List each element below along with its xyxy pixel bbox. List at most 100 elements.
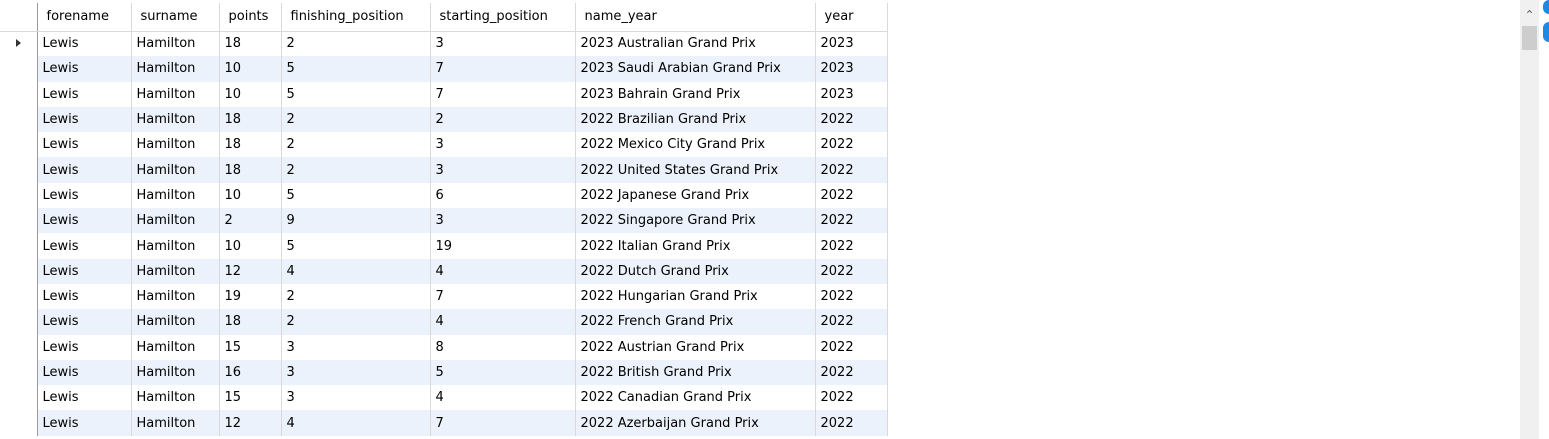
cell-finishing-position[interactable]: 4 [281, 258, 431, 284]
cell-forename[interactable]: Lewis [37, 283, 132, 310]
row-selector[interactable] [0, 31, 38, 57]
cell-name-year[interactable]: 2022 Canadian Grand Prix [575, 385, 816, 411]
cell-starting-position[interactable]: 19 [430, 233, 576, 259]
cell-forename[interactable]: Lewis [37, 56, 132, 82]
column-header-starting-position[interactable]: starting_position [430, 3, 576, 32]
cell-finishing-position[interactable]: 5 [281, 56, 431, 82]
cell-forename[interactable]: Lewis [37, 81, 132, 107]
cell-starting-position[interactable]: 4 [430, 258, 576, 284]
row-selector[interactable] [0, 56, 38, 82]
cell-finishing-position[interactable]: 5 [281, 81, 431, 107]
cell-starting-position[interactable]: 7 [430, 410, 576, 436]
table-row[interactable]: Lewis Hamilton 15 3 8 2022 Austrian Grand Pri… [0, 334, 888, 360]
result-grid[interactable]: forename surname points finishing_positi… [0, 3, 888, 436]
row-selector[interactable] [0, 309, 38, 335]
cell-name-year[interactable]: 2022 Hungarian Grand Prix [575, 283, 816, 310]
cell-forename[interactable]: Lewis [37, 132, 132, 158]
cell-surname[interactable]: Hamilton [131, 385, 220, 411]
cell-year[interactable]: 2023 [815, 56, 888, 82]
table-row[interactable]: Lewis Hamilton 15 3 4 2022 Canadian Grand Pri… [0, 385, 888, 411]
cell-year[interactable]: 2022 [815, 157, 888, 183]
cell-points[interactable]: 18 [219, 157, 282, 183]
table-row[interactable]: Lewis Hamilton 12 4 7 2022 Azerbaijan Grand P… [0, 410, 888, 436]
cell-points[interactable]: 12 [219, 410, 282, 436]
cell-forename[interactable]: Lewis [37, 106, 132, 133]
table-row[interactable]: Lewis Hamilton 18 2 3 2022 Mexico City Grand … [0, 132, 888, 158]
cell-year[interactable]: 2023 [815, 81, 888, 107]
cell-name-year[interactable]: 2023 Saudi Arabian Grand Prix [575, 56, 816, 82]
cell-year[interactable]: 2022 [815, 208, 888, 234]
column-header-surname[interactable]: surname [131, 3, 220, 32]
cell-name-year[interactable]: 2023 Australian Grand Prix [575, 31, 816, 57]
cell-surname[interactable]: Hamilton [131, 31, 220, 57]
cell-forename[interactable]: Lewis [37, 182, 132, 209]
cell-surname[interactable]: Hamilton [131, 56, 220, 82]
table-row[interactable]: Lewis Hamilton 10 5 19 2022 Italian Grand Pri… [0, 233, 888, 259]
cell-name-year[interactable]: 2022 Brazilian Grand Prix [575, 106, 816, 133]
column-header-name-year[interactable]: name_year [575, 3, 816, 32]
row-selector[interactable] [0, 132, 38, 158]
cell-starting-position[interactable]: 8 [430, 334, 576, 360]
scrollbar-thumb[interactable] [1522, 26, 1537, 50]
cell-surname[interactable]: Hamilton [131, 410, 220, 436]
table-row[interactable]: Lewis Hamilton 10 5 7 2023 Saudi Arabian Gran… [0, 56, 888, 82]
cell-surname[interactable]: Hamilton [131, 182, 220, 209]
cell-surname[interactable]: Hamilton [131, 208, 220, 234]
table-row[interactable]: Lewis Hamilton 18 2 2 2022 Brazilian Grand Pr… [0, 106, 888, 133]
row-selector[interactable] [0, 182, 38, 209]
cell-year[interactable]: 2022 [815, 106, 888, 133]
cell-forename[interactable]: Lewis [37, 385, 132, 411]
cell-surname[interactable]: Hamilton [131, 157, 220, 183]
table-row[interactable]: Lewis Hamilton 16 3 5 2022 British Grand Prix… [0, 359, 888, 386]
row-selector[interactable] [0, 334, 38, 360]
cell-name-year[interactable]: 2022 Dutch Grand Prix [575, 258, 816, 284]
cell-surname[interactable]: Hamilton [131, 106, 220, 133]
row-selector[interactable] [0, 283, 38, 310]
cell-starting-position[interactable]: 3 [430, 208, 576, 234]
cell-surname[interactable]: Hamilton [131, 283, 220, 310]
table-row[interactable]: Lewis Hamilton 10 5 7 2023 Bahrain Grand Prix… [0, 81, 888, 107]
row-selector[interactable] [0, 157, 38, 183]
cell-surname[interactable]: Hamilton [131, 258, 220, 284]
cell-finishing-position[interactable]: 4 [281, 410, 431, 436]
cell-finishing-position[interactable]: 2 [281, 31, 431, 57]
cell-year[interactable]: 2022 [815, 359, 888, 386]
cell-points[interactable]: 18 [219, 132, 282, 158]
cell-name-year[interactable]: 2022 United States Grand Prix [575, 157, 816, 183]
cell-surname[interactable]: Hamilton [131, 309, 220, 335]
row-selector[interactable] [0, 359, 38, 386]
cell-starting-position[interactable]: 4 [430, 309, 576, 335]
cell-name-year[interactable]: 2022 Italian Grand Prix [575, 233, 816, 259]
table-row[interactable]: Lewis Hamilton 2 9 3 2022 Singapore Grand Pri… [0, 208, 888, 234]
cell-year[interactable]: 2022 [815, 309, 888, 335]
cell-starting-position[interactable]: 3 [430, 157, 576, 183]
cell-starting-position[interactable]: 5 [430, 359, 576, 386]
cell-points[interactable]: 15 [219, 385, 282, 411]
row-selector-header[interactable] [0, 3, 38, 32]
cell-finishing-position[interactable]: 2 [281, 309, 431, 335]
chevron-up-icon[interactable]: ⌃ [1524, 8, 1535, 22]
cell-points[interactable]: 10 [219, 81, 282, 107]
column-header-finishing-position[interactable]: finishing_position [281, 3, 431, 32]
cell-year[interactable]: 2022 [815, 258, 888, 284]
cell-forename[interactable]: Lewis [37, 233, 132, 259]
cell-starting-position[interactable]: 6 [430, 182, 576, 209]
cell-finishing-position[interactable]: 2 [281, 132, 431, 158]
cell-finishing-position[interactable]: 2 [281, 106, 431, 133]
cell-forename[interactable]: Lewis [37, 309, 132, 335]
cell-forename[interactable]: Lewis [37, 359, 132, 386]
cell-year[interactable]: 2022 [815, 132, 888, 158]
cell-surname[interactable]: Hamilton [131, 81, 220, 107]
cell-points[interactable]: 18 [219, 309, 282, 335]
row-selector[interactable] [0, 81, 38, 107]
cell-starting-position[interactable]: 7 [430, 283, 576, 310]
cell-forename[interactable]: Lewis [37, 258, 132, 284]
cell-year[interactable]: 2022 [815, 334, 888, 360]
cell-starting-position[interactable]: 7 [430, 56, 576, 82]
row-selector[interactable] [0, 410, 38, 436]
cell-year[interactable]: 2022 [815, 385, 888, 411]
cell-finishing-position[interactable]: 2 [281, 283, 431, 310]
cell-forename[interactable]: Lewis [37, 334, 132, 360]
cell-surname[interactable]: Hamilton [131, 334, 220, 360]
cell-year[interactable]: 2022 [815, 182, 888, 209]
